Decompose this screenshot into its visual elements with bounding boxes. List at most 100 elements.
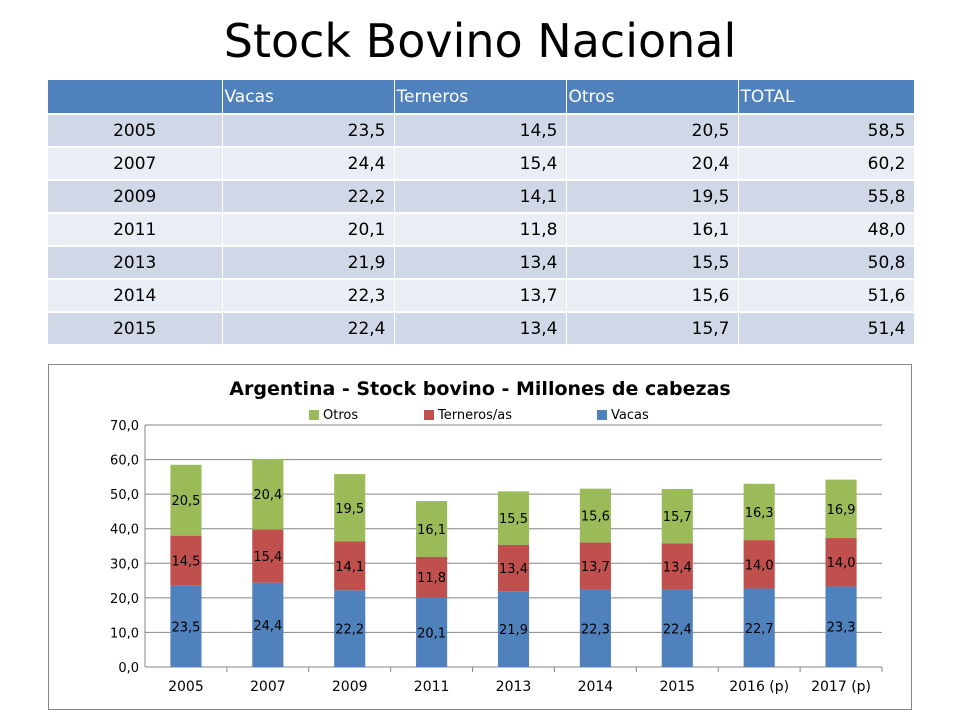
bar-segment-vacas: [743, 588, 775, 667]
table-cell-vacas: 21,9: [222, 245, 395, 279]
y-tick-label: 70,0: [110, 419, 139, 434]
legend-swatch-1: [424, 410, 434, 420]
column-header-vacas: Vacas: [222, 80, 395, 114]
bar-segment-otros: [825, 479, 857, 539]
data-label: 16,9: [827, 503, 856, 518]
column-header-total: TOTAL: [738, 80, 915, 114]
table-cell-total: 51,4: [738, 311, 915, 344]
bar-segment-ternerosas: [497, 544, 530, 592]
x-tick-label: 2014: [578, 679, 614, 695]
table-cell-terneros: 13,7: [394, 278, 567, 312]
table-cell-vacas: 24,4: [222, 146, 395, 180]
y-tick-label: 30,0: [110, 557, 139, 572]
table-row: 2013 21,9 13,4 15,5 50,8: [48, 245, 915, 279]
x-tick-label: 2016 (p): [729, 679, 789, 695]
y-tick-label: 40,0: [110, 523, 139, 538]
x-tick-label: 2011: [414, 679, 450, 695]
data-label: 14,5: [171, 555, 200, 570]
data-label: 16,1: [417, 523, 446, 538]
table-cell-year: 2007: [48, 146, 223, 180]
table-cell-year: 2015: [48, 311, 223, 344]
legend-swatch-2: [597, 410, 607, 420]
table-cell-terneros: 14,5: [394, 113, 567, 147]
bar-segment-otros: [661, 488, 693, 544]
bar-segment-ternerosas: [170, 535, 202, 586]
column-header-year: [48, 80, 223, 114]
table-cell-vacas: 22,4: [222, 311, 395, 344]
y-tick-label: 50,0: [110, 488, 139, 503]
table-cell-year: 2013: [48, 245, 223, 279]
data-label: 15,7: [663, 510, 692, 525]
data-label: 14,0: [745, 558, 774, 573]
data-label: 22,2: [335, 623, 364, 638]
data-label: 20,4: [253, 488, 282, 503]
table-cell-otros: 19,5: [566, 179, 739, 213]
data-label: 22,4: [663, 622, 692, 637]
table-cell-total: 48,0: [738, 212, 915, 246]
table-row: 2005 23,5 14,5 20,5 58,5: [48, 113, 915, 147]
bar-segment-ternerosas: [252, 529, 284, 583]
y-tick-label: 0,0: [118, 661, 139, 676]
table-cell-terneros: 15,4: [394, 146, 567, 180]
table-header-row: Vacas Terneros Otros TOTAL: [48, 80, 915, 114]
data-label: 13,7: [581, 560, 610, 575]
legend-label-1: Terneros/as: [437, 408, 512, 423]
table-cell-otros: 20,4: [566, 146, 739, 180]
y-tick-label: 20,0: [110, 592, 139, 607]
table-cell-total: 60,2: [738, 146, 915, 180]
table-cell-otros: 20,5: [566, 113, 739, 147]
table-row: 2015 22,4 13,4 15,7 51,4: [48, 311, 915, 344]
bar-segment-vacas: [416, 597, 448, 667]
x-tick-label: 2007: [250, 679, 286, 695]
table-cell-year: 2011: [48, 212, 223, 246]
table-cell-otros: 15,6: [566, 278, 739, 312]
table-row: 2009 22,2 14,1 19,5 55,8: [48, 179, 915, 213]
table-cell-year: 2014: [48, 278, 223, 312]
table-cell-total: 58,5: [738, 113, 915, 147]
data-label: 22,7: [745, 622, 774, 637]
bar-segment-otros: [170, 464, 202, 536]
table-cell-otros: 16,1: [566, 212, 739, 246]
bar-segment-ternerosas: [661, 543, 693, 590]
x-tick-label: 2013: [496, 679, 532, 695]
bar-segment-ternerosas: [743, 540, 775, 589]
table-cell-total: 50,8: [738, 245, 915, 279]
bar-segment-vacas: [661, 589, 693, 667]
data-label: 14,0: [827, 556, 856, 571]
legend-swatch-0: [309, 410, 319, 420]
table-cell-year: 2009: [48, 179, 223, 213]
data-label: 14,1: [335, 560, 364, 575]
bar-segment-vacas: [334, 590, 366, 667]
bar-segment-ternerosas: [825, 538, 857, 587]
bar-segment-otros: [743, 483, 775, 541]
table-cell-total: 51,6: [738, 278, 915, 312]
data-label: 23,5: [171, 620, 200, 635]
y-tick-label: 60,0: [110, 454, 139, 469]
table-row: 2007 24,4 15,4 20,4 60,2: [48, 146, 915, 180]
table-cell-year: 2005: [48, 113, 223, 147]
bar-segment-vacas: [170, 585, 202, 667]
table-cell-terneros: 13,4: [394, 245, 567, 279]
data-label: 15,5: [499, 512, 528, 527]
data-label: 23,3: [827, 621, 856, 636]
bar-segment-otros: [334, 474, 366, 542]
data-label: 21,9: [499, 623, 528, 638]
table-row: 2011 20,1 11,8 16,1 48,0: [48, 212, 915, 246]
table-cell-vacas: 22,2: [222, 179, 395, 213]
bar-segment-otros: [497, 491, 530, 545]
y-tick-label: 10,0: [110, 626, 139, 641]
table-row: 2014 22,3 13,7 15,6 51,6: [48, 278, 915, 312]
table-cell-vacas: 23,5: [222, 113, 395, 147]
data-label: 16,3: [745, 506, 774, 521]
chart-title: Argentina - Stock bovino - Millones de c…: [229, 378, 730, 400]
data-label: 13,4: [663, 560, 692, 575]
bar-segment-ternerosas: [416, 556, 448, 598]
table-cell-total: 55,8: [738, 179, 915, 213]
table-cell-otros: 15,5: [566, 245, 739, 279]
bar-segment-otros: [416, 501, 448, 557]
bar-segment-otros: [252, 458, 284, 530]
x-tick-label: 2015: [659, 679, 695, 695]
table-cell-otros: 15,7: [566, 311, 739, 344]
data-label: 15,4: [253, 550, 282, 565]
table-cell-vacas: 20,1: [222, 212, 395, 246]
